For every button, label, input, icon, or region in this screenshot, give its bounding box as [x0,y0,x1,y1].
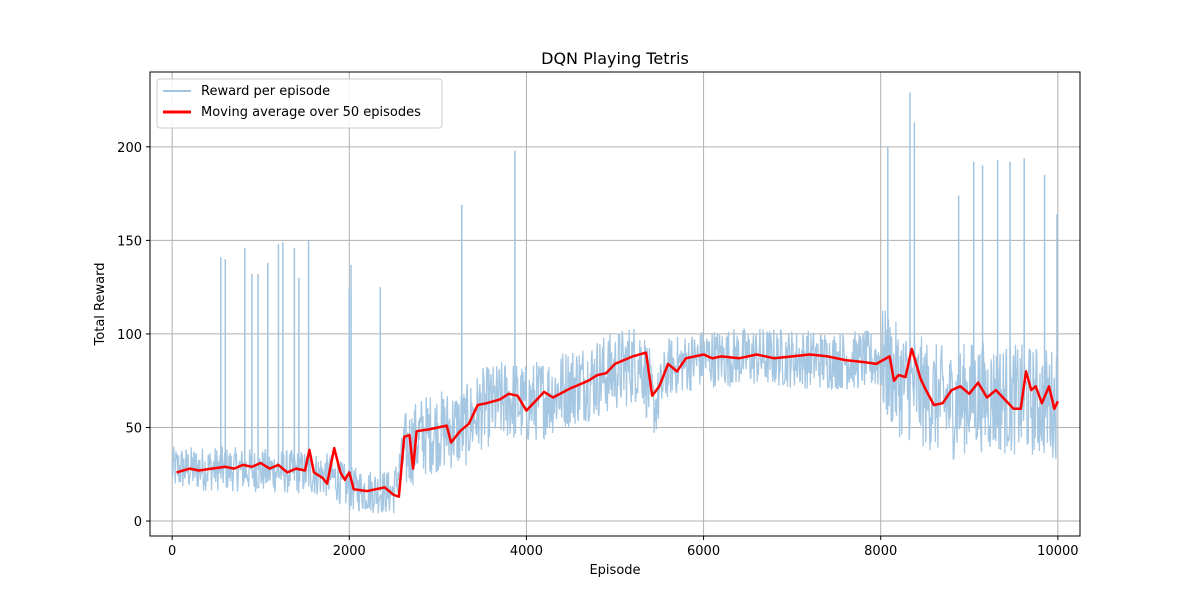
y-tick-label: 200 [117,141,142,156]
legend-label-moving-average: Moving average over 50 episodes [201,105,421,120]
x-tick-label: 6000 [687,544,720,559]
y-tick-label: 50 [125,421,142,436]
grid-layer [150,72,1080,536]
y-tick-label: 100 [117,328,142,343]
reward-per-episode-line [171,310,1059,514]
y-tick-label: 0 [134,515,142,530]
x-tick-label: 8000 [864,544,897,559]
y-tick-label: 150 [117,234,142,249]
x-tick-label: 4000 [510,544,543,559]
legend: Reward per episode Moving average over 5… [156,78,443,129]
plot-frame [149,71,1081,537]
tick-layer: 0 2000 4000 6000 8000 10000 0 50 100 150 200 [117,141,1078,559]
moving-average-layer [176,347,1060,498]
x-axis-title: Episode [589,563,640,578]
legend-label-reward: Reward per episode [201,84,330,99]
x-tick-label: 10000 [1037,544,1078,559]
moving-average-line [176,347,1060,498]
y-axis-title: Total Reward [93,263,108,347]
legend-box [156,78,443,129]
reward-series-layer [171,92,1059,514]
chart-title: DQN Playing Tetris [541,49,689,68]
x-tick-label: 2000 [333,544,366,559]
x-tick-label: 0 [168,544,176,559]
